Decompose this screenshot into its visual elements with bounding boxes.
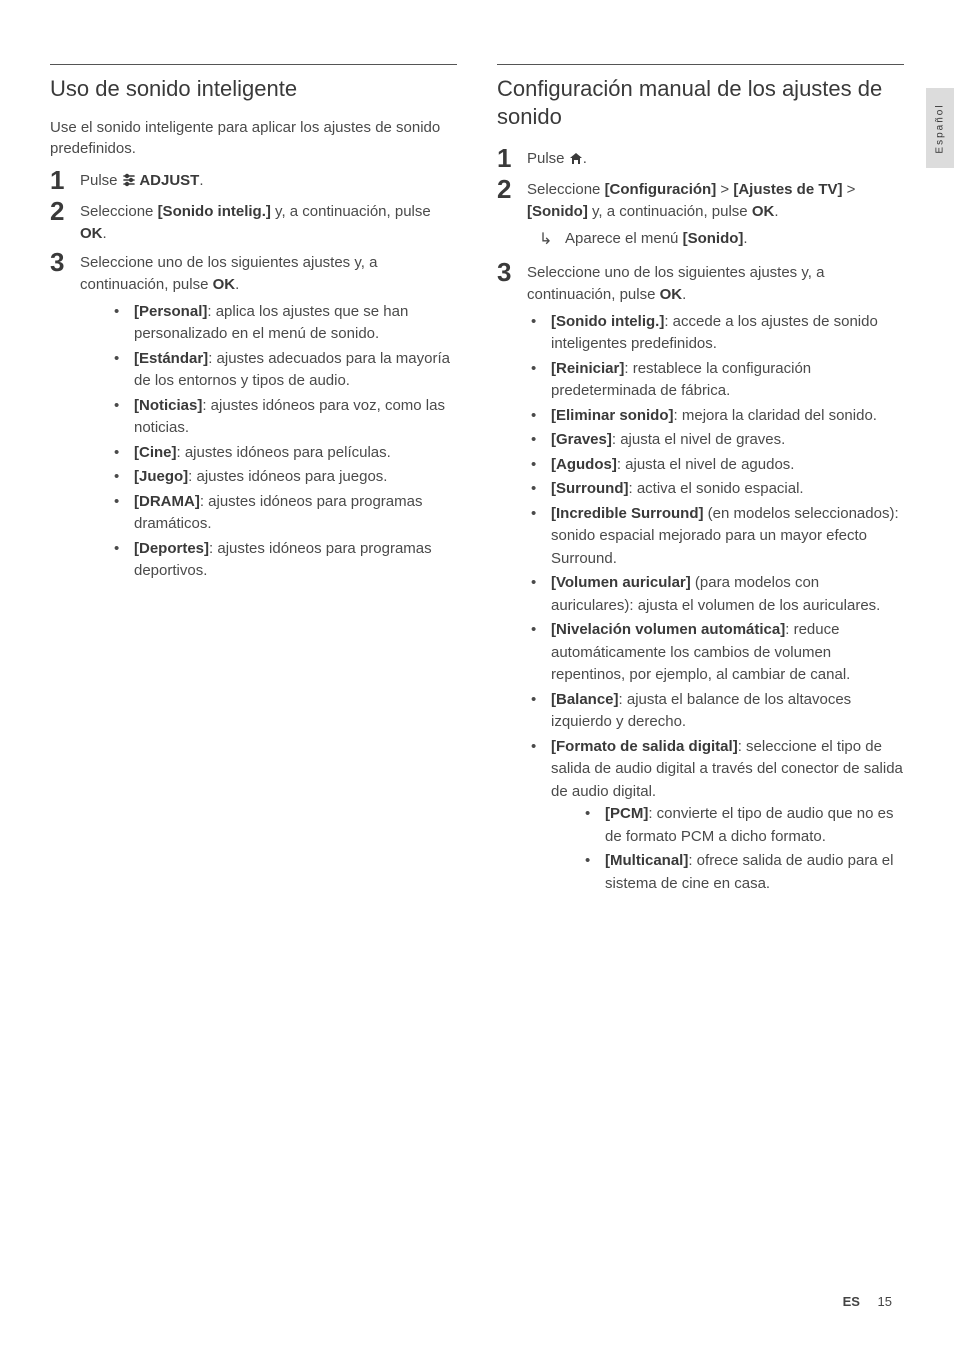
list-item: •[PCM]: convierte el tipo de audio que n…: [581, 803, 904, 848]
section-divider: [497, 64, 904, 65]
list-item: •[Surround]: activa el sonido espacial.: [527, 478, 904, 501]
adjust-icon: [122, 172, 136, 195]
language-side-tab: Español: [926, 88, 954, 168]
language-side-label: Español: [935, 103, 946, 153]
right-steps: 1 Pulse . 2 Seleccione [Configuración] >…: [497, 144, 904, 307]
step-number: 3: [497, 258, 527, 287]
step-body: Seleccione [Configuración] > [Ajustes de…: [527, 175, 904, 256]
step-item: 1 Pulse .: [497, 144, 904, 173]
step-body: Seleccione [Sonido intelig.] y, a contin…: [80, 197, 457, 246]
bullet-dot: •: [110, 466, 134, 489]
page-content: Uso de sonido inteligente Use el sonido …: [0, 0, 954, 939]
bullet-dot: •: [527, 689, 551, 712]
bullet-dot: •: [527, 736, 551, 759]
arrow-icon: ↳: [539, 228, 565, 252]
bullet-dot: •: [527, 454, 551, 477]
list-item: •[Juego]: ajustes idóneos para juegos.: [110, 466, 457, 489]
step-body: Seleccione uno de los siguientes ajustes…: [527, 258, 904, 307]
step-body: Pulse ADJUST.: [80, 166, 457, 195]
list-item: •[Graves]: ajusta el nivel de graves.: [527, 429, 904, 452]
bullet-dot: •: [110, 442, 134, 465]
bullet-dot: •: [110, 538, 134, 561]
left-bullets: •[Personal]: aplica los ajustes que se h…: [80, 301, 457, 583]
right-column: Configuración manual de los ajustes de s…: [497, 60, 904, 899]
left-heading: Uso de sonido inteligente: [50, 75, 457, 103]
list-item: •[Formato de salida digital]: seleccione…: [527, 736, 904, 898]
step-body: Pulse .: [527, 144, 904, 173]
bullet-dot: •: [527, 429, 551, 452]
step-number: 3: [50, 248, 80, 277]
list-item: •[Volumen auricular] (para modelos con a…: [527, 572, 904, 617]
list-item: •[Sonido intelig.]: accede a los ajustes…: [527, 311, 904, 356]
list-item: •[Estándar]: ajustes adecuados para la m…: [110, 348, 457, 393]
result-line: ↳ Aparece el menú [Sonido].: [527, 228, 904, 252]
step-item: 2 Seleccione [Configuración] > [Ajustes …: [497, 175, 904, 256]
left-steps: 1 Pulse ADJUST. 2 Seleccione [Sonido int…: [50, 166, 457, 585]
footer-page: 15: [878, 1294, 892, 1309]
bullet-dot: •: [110, 301, 134, 324]
step-number: 1: [497, 144, 527, 173]
section-divider: [50, 64, 457, 65]
step-item: 1 Pulse ADJUST.: [50, 166, 457, 195]
right-bullets: •[Sonido intelig.]: accede a los ajustes…: [497, 311, 904, 898]
bullet-dot: •: [527, 358, 551, 381]
bullet-dot: •: [110, 491, 134, 514]
list-item: •[Incredible Surround] (en modelos selec…: [527, 503, 904, 571]
bullet-dot: •: [581, 803, 605, 826]
step-number: 2: [50, 197, 80, 226]
list-item: •[Noticias]: ajustes idóneos para voz, c…: [110, 395, 457, 440]
list-item: •[Reiniciar]: restablece la configuració…: [527, 358, 904, 403]
list-item: •[DRAMA]: ajustes idóneos para programas…: [110, 491, 457, 536]
home-icon: [569, 150, 583, 173]
step-item: 3 Seleccione uno de los siguientes ajust…: [497, 258, 904, 307]
step-body: Seleccione uno de los siguientes ajustes…: [80, 248, 457, 585]
bullet-dot: •: [527, 503, 551, 526]
footer-lang: ES: [843, 1294, 860, 1309]
left-intro: Use el sonido inteligente para aplicar l…: [50, 117, 457, 161]
step-item: 2 Seleccione [Sonido intelig.] y, a cont…: [50, 197, 457, 246]
step-number: 1: [50, 166, 80, 195]
list-item: •[Cine]: ajustes idóneos para películas.: [110, 442, 457, 465]
nested-bullets: •[PCM]: convierte el tipo de audio que n…: [551, 803, 904, 895]
list-item: •[Balance]: ajusta el balance de los alt…: [527, 689, 904, 734]
bullet-dot: •: [527, 405, 551, 428]
list-item: •[Multicanal]: ofrece salida de audio pa…: [581, 850, 904, 895]
bullet-dot: •: [527, 478, 551, 501]
list-item: •[Personal]: aplica los ajustes que se h…: [110, 301, 457, 346]
step-item: 3 Seleccione uno de los siguientes ajust…: [50, 248, 457, 585]
page-footer: ES 15: [843, 1294, 892, 1309]
list-item: •[Agudos]: ajusta el nivel de agudos.: [527, 454, 904, 477]
right-heading: Configuración manual de los ajustes de s…: [497, 75, 904, 130]
step-number: 2: [497, 175, 527, 204]
list-item: •[Eliminar sonido]: mejora la claridad d…: [527, 405, 904, 428]
bullet-dot: •: [527, 311, 551, 334]
bullet-dot: •: [110, 348, 134, 371]
list-item: •[Deportes]: ajustes idóneos para progra…: [110, 538, 457, 583]
left-column: Uso de sonido inteligente Use el sonido …: [50, 60, 457, 899]
bullet-dot: •: [581, 850, 605, 873]
bullet-dot: •: [110, 395, 134, 418]
list-item: •[Nivelación volumen automática]: reduce…: [527, 619, 904, 687]
bullet-dot: •: [527, 619, 551, 642]
bullet-dot: •: [527, 572, 551, 595]
